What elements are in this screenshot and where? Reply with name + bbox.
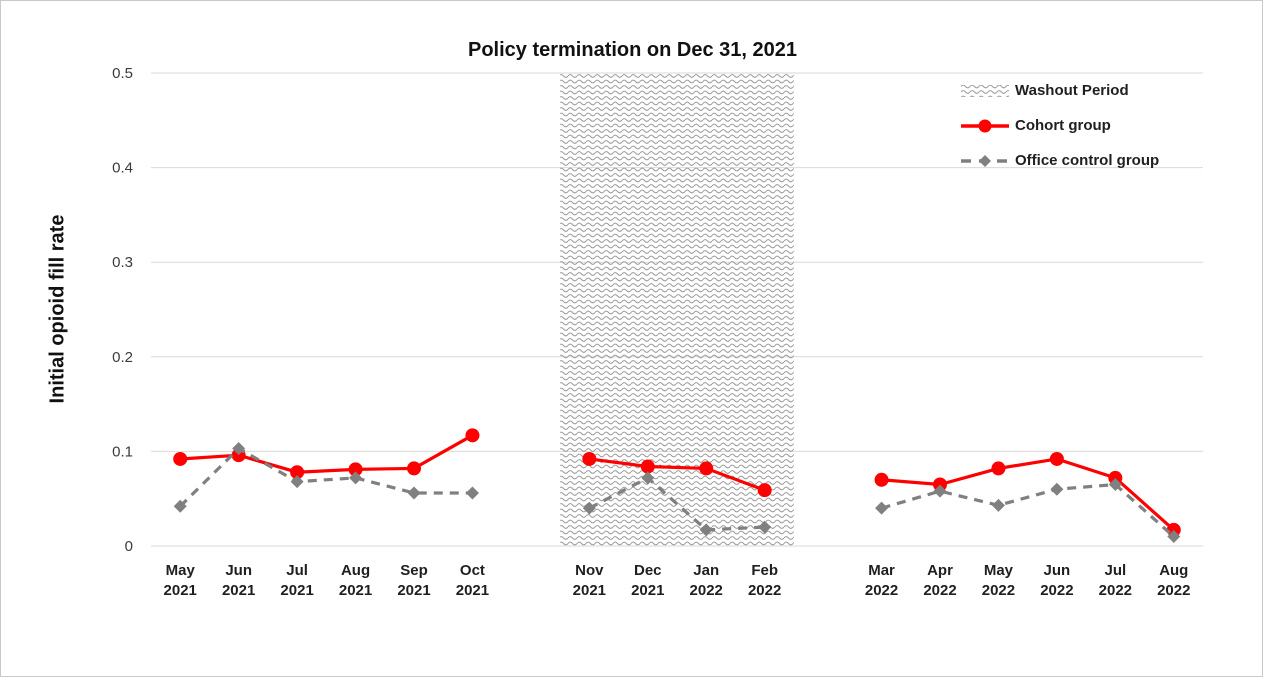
x-tick-year: 2022 bbox=[748, 582, 781, 599]
legend-item-cohort-group: Cohort group bbox=[961, 108, 1159, 143]
marker-circle-cohort-group bbox=[582, 451, 597, 466]
marker-diamond-office-control-group bbox=[349, 471, 363, 485]
x-tick-month: Sep bbox=[400, 562, 428, 579]
legend-item-washout-period: Washout Period bbox=[961, 73, 1159, 108]
marker-circle-cohort-group bbox=[874, 472, 889, 487]
marker-circle-cohort-group bbox=[699, 461, 714, 476]
marker-diamond-office-control-group bbox=[875, 501, 889, 515]
y-tick-label: 0.1 bbox=[112, 443, 133, 460]
marker-circle-cohort-group bbox=[465, 428, 480, 443]
marker-diamond-office-control-group bbox=[290, 475, 304, 489]
marker-circle-cohort-group bbox=[1049, 451, 1064, 466]
legend-label-cohort-group: Cohort group bbox=[1015, 117, 1111, 134]
marker-circle-cohort-group bbox=[1108, 470, 1123, 485]
washout-pattern-swatch bbox=[961, 84, 1009, 97]
x-tick-month: Aug bbox=[1159, 562, 1188, 579]
chart-title: Policy termination on Dec 31, 2021 bbox=[467, 39, 797, 61]
series-line-office-control-group bbox=[179, 446, 473, 508]
marker-diamond-office-control-group bbox=[465, 486, 479, 500]
x-tick-year: 2022 bbox=[923, 582, 956, 599]
marker-diamond-office-control-group bbox=[407, 486, 421, 500]
marker-diamond-office-control-group bbox=[1108, 478, 1122, 492]
x-tick-year: 2021 bbox=[456, 582, 489, 599]
marker-circle-cohort-group bbox=[991, 461, 1006, 476]
x-tick-month: Nov bbox=[575, 562, 604, 579]
x-tick-year: 2021 bbox=[164, 582, 197, 599]
marker-circle-cohort-group bbox=[290, 465, 305, 480]
marker-circle-cohort-group bbox=[348, 462, 363, 477]
marker-diamond-office-control-group bbox=[933, 484, 947, 498]
x-tick-year: 2022 bbox=[865, 582, 898, 599]
x-tick-year: 2021 bbox=[573, 582, 606, 599]
x-tick-year: 2021 bbox=[222, 582, 255, 599]
marker-diamond-office-control-group bbox=[699, 523, 713, 537]
marker-diamond-office-control-group bbox=[232, 442, 246, 456]
x-tick-month: Apr bbox=[927, 562, 953, 579]
x-tick-month: May bbox=[984, 562, 1014, 579]
marker-circle-cohort-group bbox=[757, 483, 772, 498]
marker-diamond-office-control-group bbox=[173, 499, 187, 513]
x-tick-year: 2022 bbox=[1040, 582, 1073, 599]
washout-band bbox=[560, 73, 794, 546]
series-line-cohort-group bbox=[881, 457, 1175, 532]
marker-circle-cohort-group bbox=[173, 451, 188, 466]
x-tick-month: Jul bbox=[286, 562, 308, 579]
legend-label-office-control-group: Office control group bbox=[1015, 152, 1160, 169]
series-line-office-control-group bbox=[588, 475, 765, 532]
x-tick-year: 2022 bbox=[1099, 582, 1132, 599]
marker-circle-cohort-group bbox=[407, 461, 421, 476]
marker-diamond-office-control-group bbox=[991, 498, 1005, 512]
x-tick-month: Dec bbox=[634, 562, 662, 579]
x-tick-year: 2021 bbox=[631, 582, 664, 599]
marker-diamond-office-control-group bbox=[1050, 482, 1064, 496]
x-tick-month: Jun bbox=[1044, 562, 1071, 579]
marker-circle-cohort-group bbox=[640, 459, 655, 474]
series-line-office-control-group bbox=[881, 482, 1175, 538]
x-tick-month: Jun bbox=[225, 562, 252, 579]
x-tick-year: 2021 bbox=[280, 582, 313, 599]
x-tick-month: Mar bbox=[868, 562, 895, 579]
marker-diamond-office-control-group bbox=[641, 471, 655, 485]
x-tick-month: Jan bbox=[693, 562, 719, 579]
x-tick-year: 2022 bbox=[982, 582, 1015, 599]
x-tick-year: 2022 bbox=[690, 582, 723, 599]
series-line-cohort-group bbox=[180, 433, 474, 474]
legend-item-office-control-group: Office control group bbox=[961, 143, 1159, 178]
y-tick-label: 0.3 bbox=[112, 254, 133, 271]
y-tick-label: 0 bbox=[125, 538, 133, 555]
x-tick-month: Jul bbox=[1104, 562, 1126, 579]
series-line-cohort-group bbox=[589, 457, 766, 492]
red-line-circle-swatch bbox=[961, 119, 1009, 132]
x-tick-year: 2022 bbox=[1157, 582, 1190, 599]
marker-diamond-office-control-group bbox=[1167, 530, 1181, 544]
y-tick-label: 0.2 bbox=[112, 349, 133, 366]
x-tick-month: Aug bbox=[341, 562, 370, 579]
legend: Washout Period Cohort group Office contr… bbox=[961, 73, 1159, 178]
x-tick-year: 2021 bbox=[397, 582, 430, 599]
y-tick-label: 0.4 bbox=[112, 160, 133, 177]
marker-diamond-office-control-group bbox=[582, 501, 596, 515]
marker-circle-cohort-group bbox=[1166, 522, 1181, 537]
x-tick-month: Oct bbox=[460, 562, 485, 579]
marker-diamond-office-control-group bbox=[758, 520, 772, 534]
x-tick-year: 2021 bbox=[339, 582, 372, 599]
y-tick-label: 0.5 bbox=[112, 65, 133, 82]
x-tick-month: Feb bbox=[751, 562, 778, 579]
legend-label-washout-period: Washout Period bbox=[1015, 82, 1129, 99]
marker-circle-cohort-group bbox=[933, 477, 947, 492]
gray-dashed-diamond-swatch bbox=[961, 154, 1009, 167]
x-tick-month: May bbox=[166, 562, 196, 579]
